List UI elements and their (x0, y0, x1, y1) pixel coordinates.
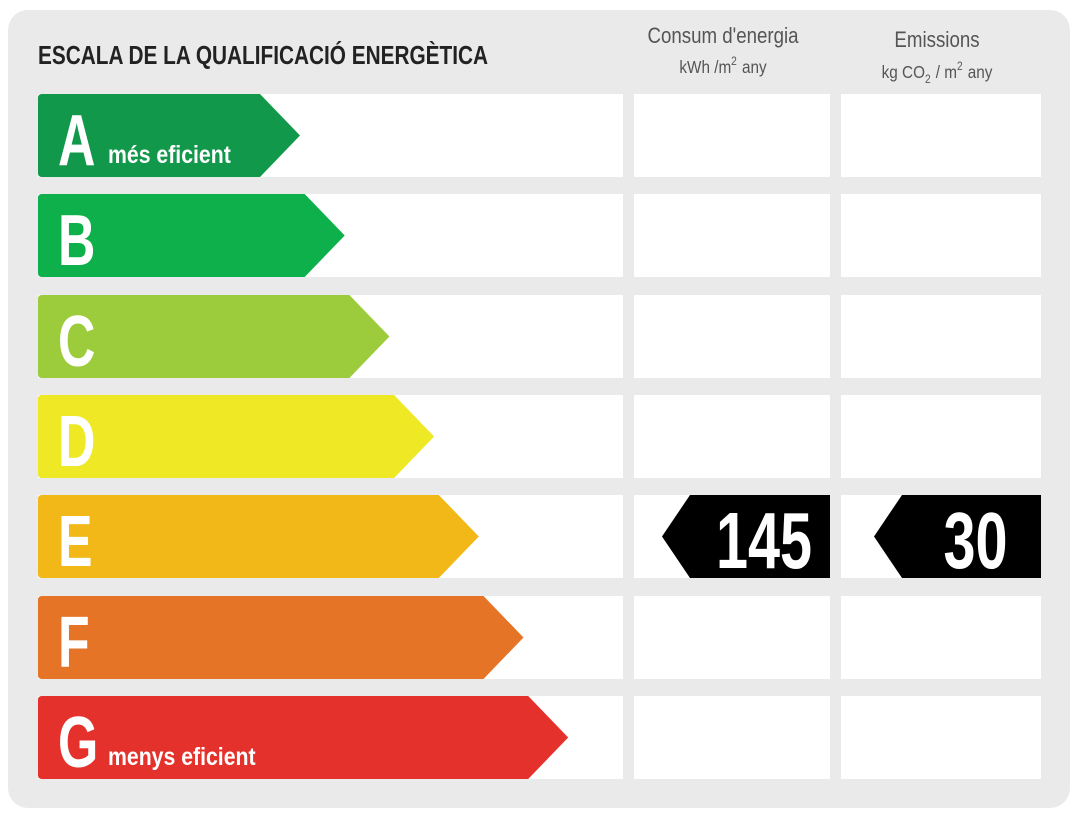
rating-letter: A (58, 101, 95, 181)
column-title: Consum d'energia (647, 25, 799, 49)
rating-arrow (38, 596, 524, 679)
rating-arrow (38, 696, 569, 779)
rating-arrow (38, 295, 390, 378)
consumption-cell (634, 696, 830, 779)
consumption-cell (634, 194, 830, 277)
rating-letter: F (58, 603, 90, 683)
unit-text: kg CO (882, 62, 925, 82)
emissions-badge (874, 495, 1041, 578)
unit-text: any (742, 57, 767, 77)
rating-arrow (38, 94, 300, 177)
emissions-cell (841, 696, 1041, 779)
consumption-cell (634, 596, 830, 679)
emissions-cell (841, 94, 1041, 177)
rating-note: més eficient (108, 140, 231, 168)
unit-subscript: 2 (925, 73, 931, 86)
consumption-badge (662, 495, 830, 578)
unit-superscript: 2 (731, 55, 737, 68)
unit-text: any (968, 62, 993, 82)
rating-letter: C (58, 302, 95, 382)
consumption-value: 145 (716, 496, 812, 586)
rating-letter: E (58, 502, 93, 582)
rating-arrow (38, 395, 435, 478)
consumption-cell (634, 94, 830, 177)
unit-superscript: 2 (957, 60, 963, 73)
label-title: ESCALA DE LA QUALIFICACIÓ ENERGÈTICA (38, 40, 488, 70)
rating-note: menys eficient (108, 742, 256, 770)
emissions-cell (841, 596, 1041, 679)
rating-letter: G (58, 703, 98, 783)
column-unit: kg CO2/ m2 any (882, 60, 993, 86)
emissions-cell (841, 395, 1041, 478)
column-title: Emissions (894, 29, 979, 53)
emissions-cell (841, 194, 1041, 277)
consumption-cell (634, 295, 830, 378)
consumption-cell (634, 395, 830, 478)
unit-text: / m (936, 62, 957, 82)
rating-arrow (38, 495, 479, 578)
unit-text: kWh /m (679, 57, 731, 77)
rating-letter: D (58, 402, 95, 482)
rating-letter: B (58, 201, 95, 281)
emissions-value: 30 (943, 496, 1007, 586)
column-unit: kWh /m2 any (679, 55, 767, 77)
emissions-cell (841, 295, 1041, 378)
rating-arrow (38, 194, 345, 277)
